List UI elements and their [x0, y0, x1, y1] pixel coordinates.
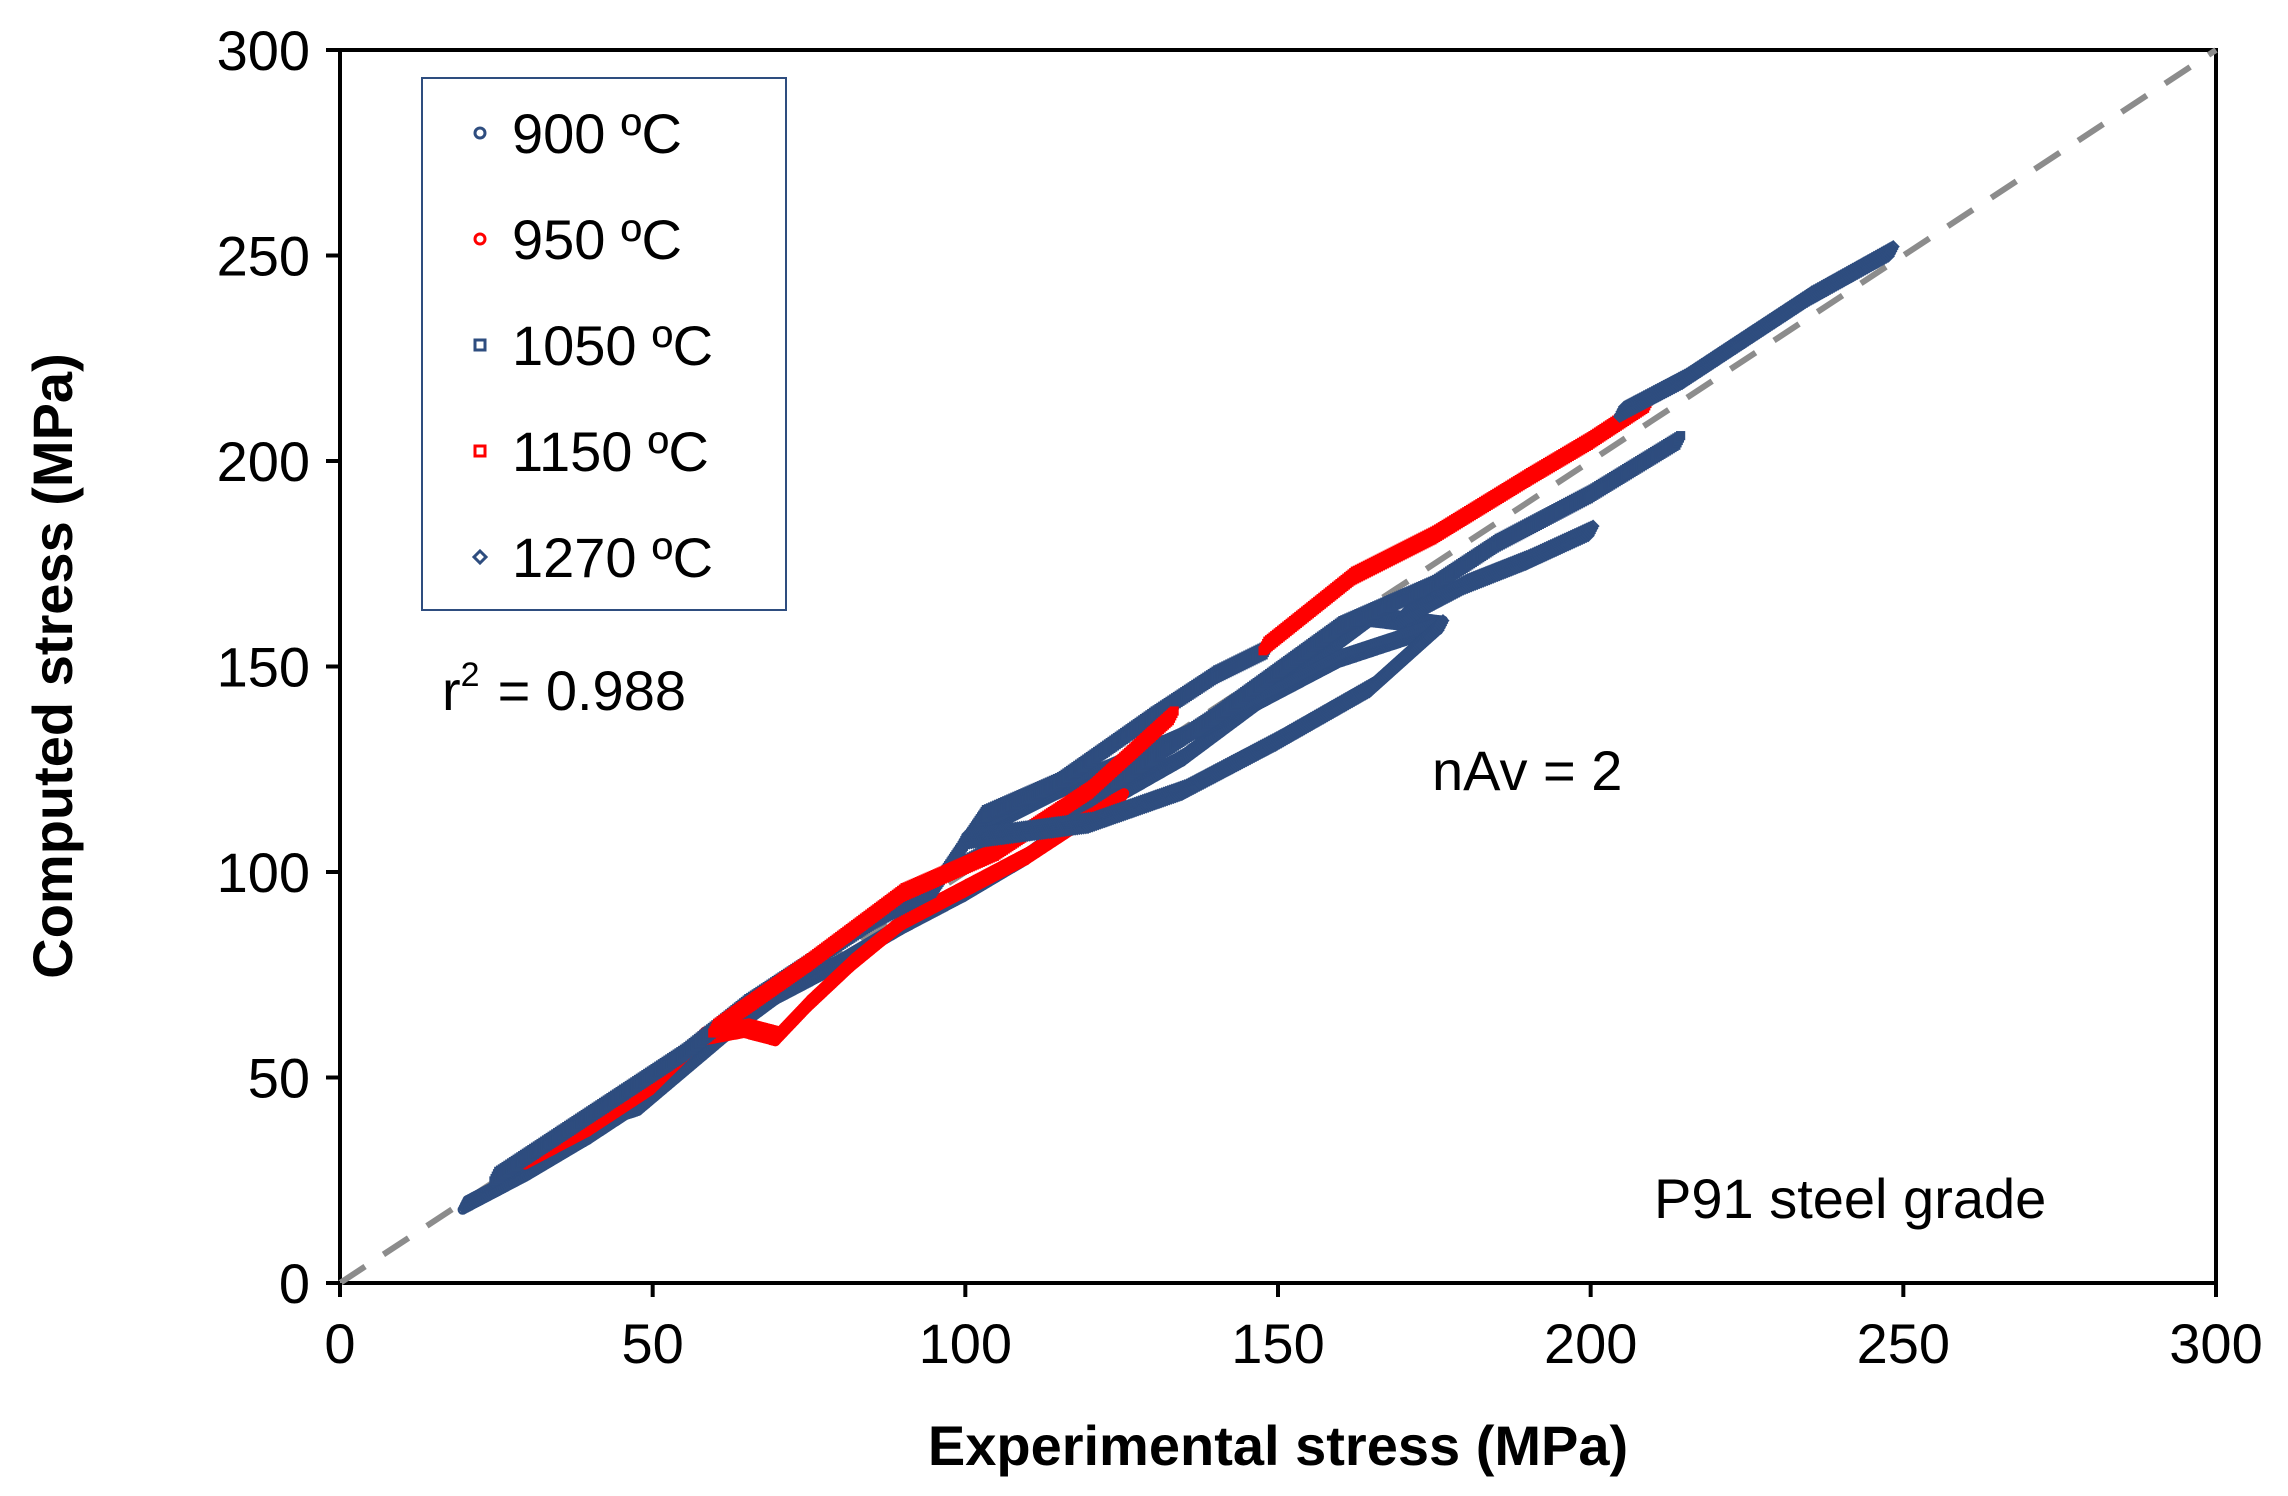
scatter-chart: 0 50 100 150 200 250 300050100150200250300 Exp… — [0, 0, 2288, 1496]
